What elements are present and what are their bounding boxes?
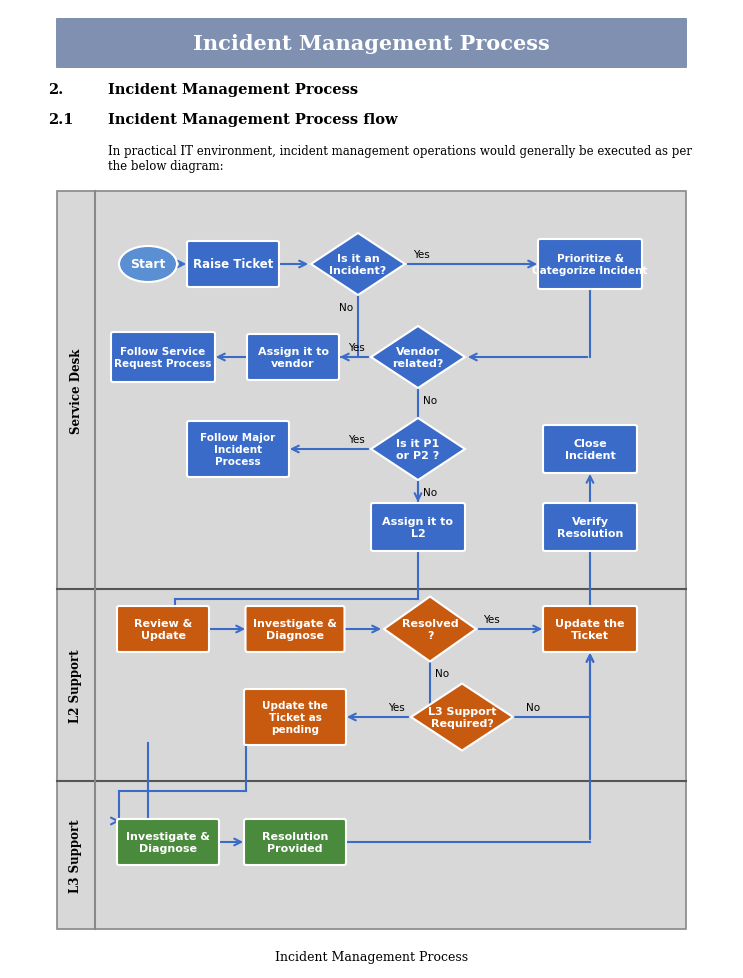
Text: Follow Major
Incident
Process: Follow Major Incident Process [201, 433, 276, 467]
FancyBboxPatch shape [244, 820, 346, 866]
Text: No: No [526, 702, 540, 712]
Text: Yes: Yes [483, 614, 499, 624]
Bar [57, 192, 686, 929]
FancyBboxPatch shape [244, 689, 346, 745]
Text: Yes: Yes [388, 702, 404, 712]
FancyBboxPatch shape [247, 334, 339, 380]
Text: Yes: Yes [348, 342, 364, 353]
Polygon shape [384, 597, 476, 662]
FancyBboxPatch shape [245, 606, 345, 652]
Text: Incident Management Process flow: Incident Management Process flow [108, 112, 398, 127]
Ellipse shape [119, 246, 177, 283]
Text: Follow Service
Request Process: Follow Service Request Process [114, 347, 212, 369]
Text: Start: Start [130, 258, 166, 271]
Text: Vendor
related?: Vendor related? [392, 347, 444, 369]
Text: L3 Support: L3 Support [70, 819, 82, 892]
Text: Verify
Resolution: Verify Resolution [557, 516, 623, 538]
Text: Update the
Ticket: Update the Ticket [555, 618, 625, 641]
Text: Resolution
Provided: Resolution Provided [262, 831, 328, 853]
Text: Assign it to
L2: Assign it to L2 [383, 516, 453, 538]
Text: L2 Support: L2 Support [70, 648, 82, 722]
Text: Incident Management Process: Incident Management Process [193, 34, 550, 54]
Text: Update the
Ticket as
pending: Update the Ticket as pending [262, 700, 328, 734]
Text: Raise Ticket: Raise Ticket [193, 258, 273, 271]
Text: No: No [339, 302, 353, 313]
Text: Is it an
Incident?: Is it an Incident? [329, 254, 386, 276]
Text: In practical IT environment, incident management operations would generally be e: In practical IT environment, incident ma… [108, 145, 692, 157]
Polygon shape [371, 327, 465, 388]
Text: the below diagram:: the below diagram: [108, 159, 224, 173]
FancyBboxPatch shape [543, 504, 637, 552]
Text: Resolved
?: Resolved ? [402, 618, 458, 641]
FancyBboxPatch shape [187, 422, 289, 477]
Text: Investigate &
Diagnose: Investigate & Diagnose [253, 618, 337, 641]
Text: Yes: Yes [348, 434, 364, 445]
Text: L3 Support
Required?: L3 Support Required? [428, 706, 496, 728]
Text: No: No [435, 668, 449, 679]
Polygon shape [371, 419, 465, 480]
Text: Prioritize &
Categorize Incident: Prioritize & Categorize Incident [532, 254, 648, 276]
Text: Review &
Update: Review & Update [134, 618, 192, 641]
Text: Incident Management Process: Incident Management Process [275, 951, 468, 963]
FancyBboxPatch shape [187, 242, 279, 288]
Text: Is it P1
or P2 ?: Is it P1 or P2 ? [396, 439, 440, 461]
FancyBboxPatch shape [543, 425, 637, 473]
Text: 2.1: 2.1 [48, 112, 74, 127]
FancyBboxPatch shape [117, 820, 219, 866]
Text: Investigate &
Diagnose: Investigate & Diagnose [126, 831, 210, 853]
Text: No: No [423, 395, 437, 406]
Text: Incident Management Process: Incident Management Process [108, 83, 358, 97]
Text: Yes: Yes [412, 249, 429, 260]
Polygon shape [311, 234, 405, 295]
FancyBboxPatch shape [538, 240, 642, 289]
Text: Close
Incident: Close Incident [565, 439, 615, 461]
FancyBboxPatch shape [56, 19, 687, 68]
Text: No: No [423, 487, 437, 498]
FancyBboxPatch shape [117, 606, 209, 652]
FancyBboxPatch shape [543, 606, 637, 652]
FancyBboxPatch shape [111, 333, 215, 382]
FancyBboxPatch shape [371, 504, 465, 552]
Text: Service Desk: Service Desk [70, 348, 82, 433]
Text: Assign it to
vendor: Assign it to vendor [258, 347, 328, 369]
Text: 2.: 2. [48, 83, 63, 97]
Polygon shape [411, 684, 513, 751]
